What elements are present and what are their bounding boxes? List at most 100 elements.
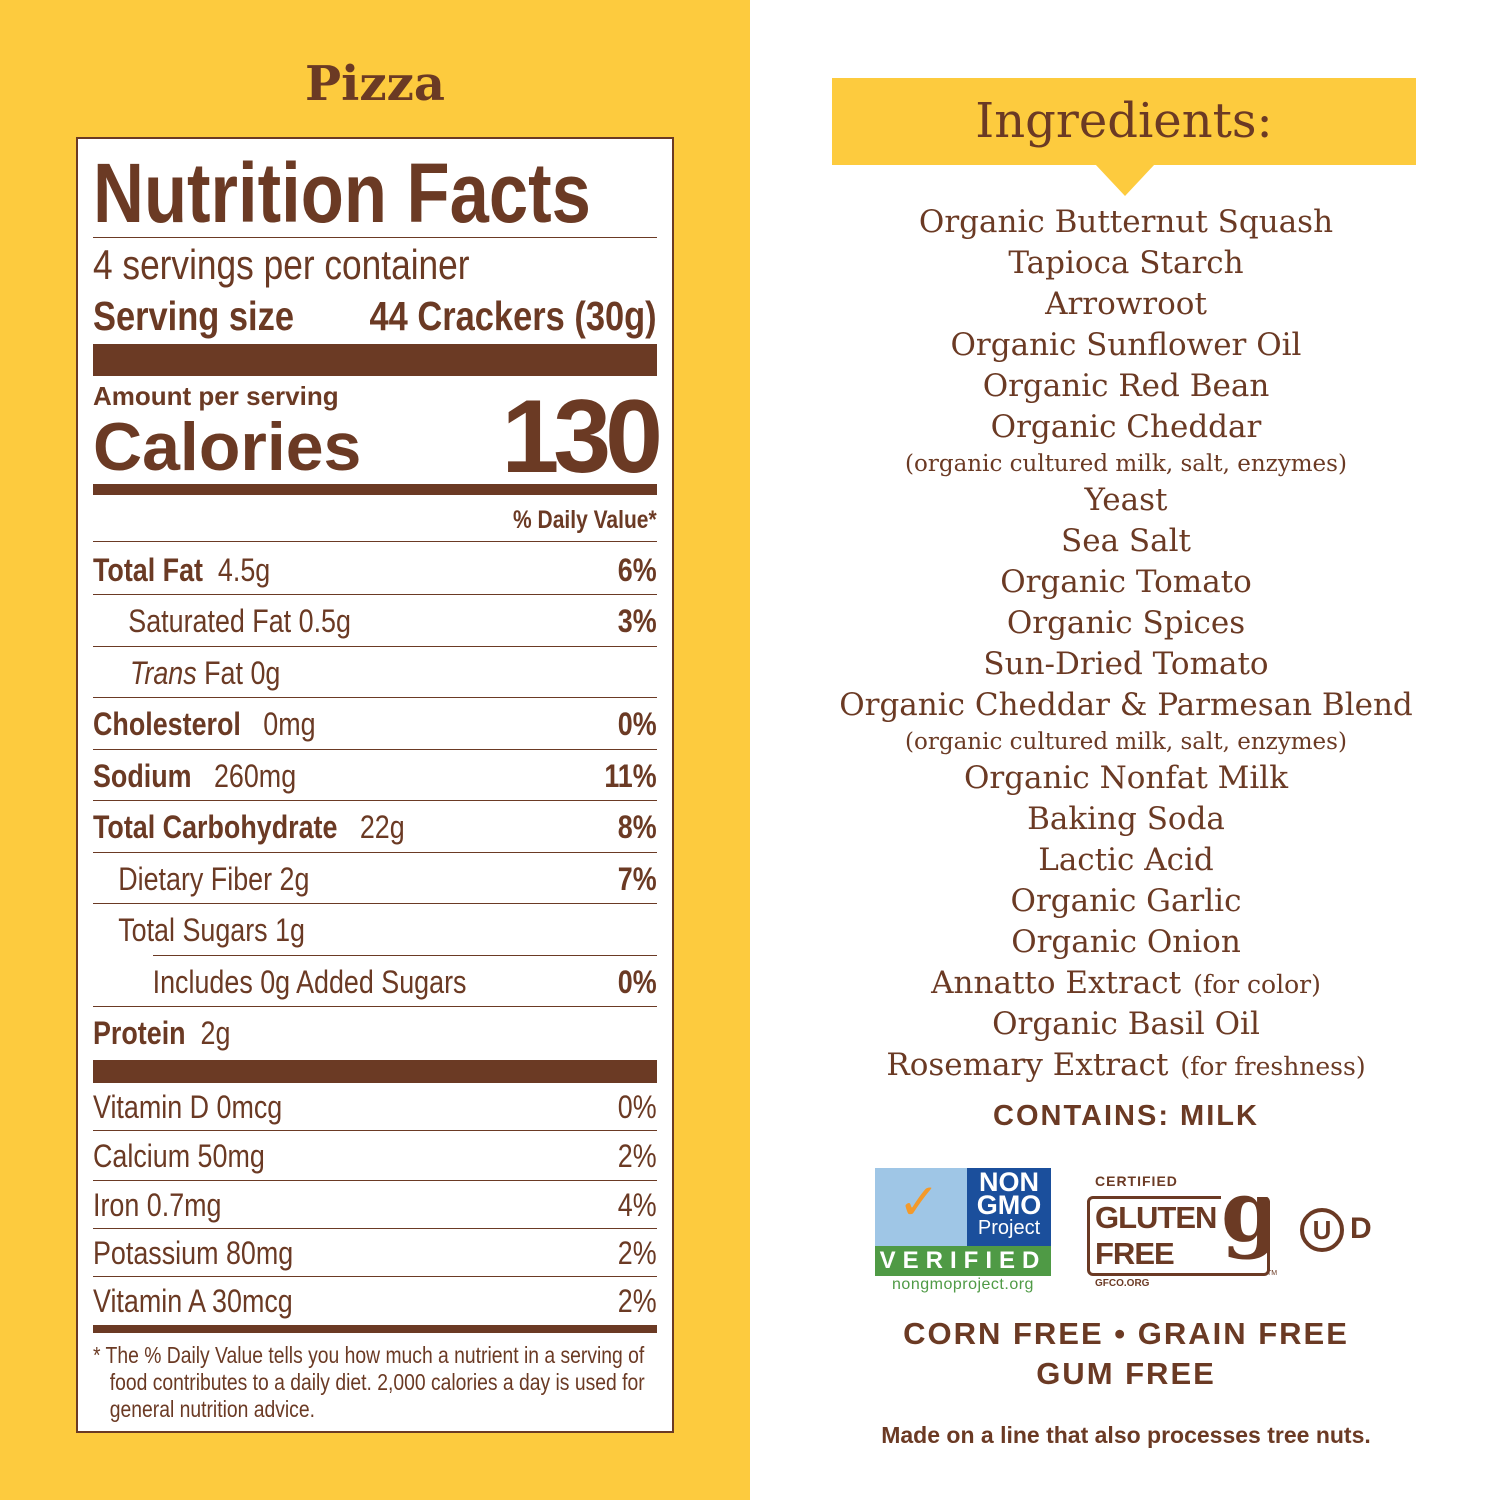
ingredient-item: Organic Red Bean bbox=[800, 366, 1452, 407]
ingredient-name: Baking Soda bbox=[1027, 801, 1225, 837]
divider bbox=[93, 852, 657, 853]
vitamin-row-iron: Iron 0.7mg 4% bbox=[93, 1187, 657, 1223]
footnote: * The % Daily Value tells you how much a… bbox=[93, 1342, 657, 1423]
serving-size: Serving size 44 Crackers (30g) bbox=[93, 291, 657, 341]
logo-frame bbox=[1087, 1196, 1270, 1276]
ingredient-item: Organic Spices bbox=[800, 603, 1452, 644]
non-gmo-text: NON GMO Project bbox=[967, 1168, 1051, 1246]
divider bbox=[93, 594, 657, 595]
nutrient-row-saturated-fat: Saturated Fat 0.5g 3% bbox=[128, 603, 657, 639]
daily-value-header: % Daily Value* bbox=[513, 506, 657, 534]
ingredient-name: Rosemary Extract bbox=[886, 1047, 1169, 1083]
ingredient-item: Organic Garlic bbox=[800, 881, 1452, 922]
ingredient-item: Organic Butternut Squash bbox=[800, 202, 1452, 243]
verified-label: VERIFIED bbox=[875, 1246, 1051, 1276]
non-label: NON bbox=[979, 1167, 1039, 1197]
nutrient-row-total-carbohydrate: Total Carbohydrate 22g 8% bbox=[93, 809, 657, 845]
ingredient-item: Organic Tomato bbox=[800, 562, 1452, 603]
ingredient-item: Organic Nonfat Milk bbox=[800, 758, 1452, 799]
flavor-title: Pizza bbox=[305, 56, 445, 112]
gfco-url: GFCO.ORG bbox=[1095, 1278, 1150, 1289]
free-label: FREE bbox=[1095, 1236, 1175, 1271]
divider bbox=[93, 903, 657, 904]
servings-per-container: 4 servings per container bbox=[93, 241, 470, 288]
medium-divider bbox=[93, 484, 657, 495]
ingredients-list: Organic Butternut Squash Tapioca Starch Ar… bbox=[800, 202, 1452, 1086]
footnote-line: * The % Daily Value tells you how much a… bbox=[93, 1342, 645, 1368]
nutrient-row-sodium: Sodium 260mg 11% bbox=[93, 758, 657, 794]
ingredient-item: Rosemary Extract (for freshness) bbox=[800, 1045, 1452, 1086]
gluten-label: GLUTEN bbox=[1095, 1200, 1217, 1235]
ingredient-item: Organic Basil Oil bbox=[800, 1004, 1452, 1045]
divider bbox=[153, 955, 657, 956]
divider bbox=[93, 1130, 657, 1131]
ingredient-item: Sun-Dried Tomato bbox=[800, 644, 1452, 685]
nongmo-url: nongmoproject.org bbox=[892, 1276, 1034, 1293]
ingredient-name: Organic Onion bbox=[1011, 924, 1241, 960]
ingredient-name: Yeast bbox=[1084, 482, 1168, 518]
nutrient-row-added-sugars: Includes 0g Added Sugars 0% bbox=[152, 964, 657, 1000]
certified-gluten-free-logo: CERTIFIED GLUTEN FREE g TM GFCO.ORG bbox=[1087, 1170, 1277, 1290]
amount-per-serving: Amount per serving bbox=[93, 381, 339, 411]
ingredient-item: Lactic Acid bbox=[800, 840, 1452, 881]
ingredient-name: Organic Sunflower Oil bbox=[950, 327, 1302, 363]
footnote-line: general nutrition advice. bbox=[109, 1396, 315, 1422]
divider bbox=[93, 1006, 657, 1007]
ingredient-name: Organic Butternut Squash bbox=[918, 204, 1334, 240]
certified-label: CERTIFIED bbox=[1095, 1173, 1178, 1189]
divider bbox=[93, 1228, 657, 1229]
divider bbox=[93, 1180, 657, 1181]
g-mark-icon: g bbox=[1221, 1170, 1267, 1270]
ingredient-item: Annatto Extract (for color) bbox=[800, 963, 1452, 1004]
ingredient-name: Arrowroot bbox=[1045, 286, 1207, 322]
nutrition-facts-panel: Nutrition Facts 4 servings per container… bbox=[76, 137, 674, 1433]
gum-free-claim: GUM FREE bbox=[1036, 1356, 1216, 1391]
medium-divider bbox=[93, 1325, 657, 1333]
ingredient-name: Organic Spices bbox=[1006, 605, 1246, 641]
allergen-statement: CONTAINS: MILK bbox=[993, 1100, 1259, 1132]
kosher-ou-icon: U bbox=[1300, 1208, 1344, 1252]
divider bbox=[93, 237, 657, 238]
ingredient-note: (organic cultured milk, salt, enzymes) bbox=[905, 451, 1347, 477]
divider bbox=[93, 1276, 657, 1277]
ingredient-note: (for color) bbox=[1193, 970, 1321, 999]
thick-divider bbox=[93, 344, 657, 376]
nutrient-row-dietary-fiber: Dietary Fiber 2g 7% bbox=[118, 861, 657, 897]
ingredient-name: Organic Garlic bbox=[1010, 883, 1242, 919]
ingredient-name: Sea Salt bbox=[1060, 523, 1191, 559]
trademark: TM bbox=[1267, 1270, 1278, 1277]
vitamin-row-vitamin-a: Vitamin A 30mcg 2% bbox=[93, 1283, 657, 1319]
divider bbox=[93, 646, 657, 647]
gluten-free-text: GLUTEN FREE bbox=[1095, 1200, 1217, 1272]
divider bbox=[93, 541, 657, 542]
nutrient-row-cholesterol: Cholesterol 0mg 0% bbox=[93, 706, 657, 742]
footnote-line: food contributes to a daily diet. 2,000 … bbox=[109, 1369, 645, 1395]
ingredient-item: Organic Onion bbox=[800, 922, 1452, 963]
ingredient-name: Organic Basil Oil bbox=[992, 1006, 1260, 1042]
ingredient-name: Tapioca Starch bbox=[1008, 245, 1244, 281]
nutrition-title: Nutrition Facts bbox=[93, 146, 591, 240]
serving-size-label: Serving size bbox=[93, 293, 294, 339]
allergen-disclaimer: Made on a line that also processes tree … bbox=[881, 1422, 1371, 1448]
project-label: Project bbox=[977, 1217, 1041, 1239]
ingredient-item: Yeast bbox=[800, 480, 1452, 521]
nutrient-row-total-fat: Total Fat 4.5g 6% bbox=[93, 552, 657, 588]
calories-value: 130 bbox=[501, 379, 663, 495]
free-from-claims: CORN FREE • GRAIN FREE bbox=[903, 1316, 1349, 1351]
ingredient-item: Organic Cheddar & Parmesan Blend bbox=[800, 685, 1452, 726]
ingredient-name: Lactic Acid bbox=[1038, 842, 1214, 878]
butterfly-icon: ✓ bbox=[898, 1174, 940, 1230]
nutrient-row-trans-fat: Trans Fat 0g bbox=[129, 655, 281, 691]
ingredient-name: Annatto Extract bbox=[931, 965, 1182, 1001]
ingredient-item: Tapioca Starch bbox=[800, 243, 1452, 284]
ingredient-name: Organic Cheddar & Parmesan Blend bbox=[839, 687, 1413, 723]
divider bbox=[93, 749, 657, 750]
thick-divider bbox=[93, 1060, 657, 1083]
calories-label: Calories bbox=[93, 409, 362, 485]
vitamin-row-vitamin-d: Vitamin D 0mcg 0% bbox=[93, 1089, 657, 1125]
gmo-label: GMO bbox=[976, 1190, 1042, 1220]
ingredient-note: (for freshness) bbox=[1180, 1052, 1366, 1081]
nutrient-row-total-sugars: Total Sugars 1g bbox=[118, 912, 305, 948]
ingredient-item: Baking Soda bbox=[800, 799, 1452, 840]
non-gmo-verified-logo: ✓ NON GMO Project VERIFIED bbox=[875, 1168, 1051, 1276]
